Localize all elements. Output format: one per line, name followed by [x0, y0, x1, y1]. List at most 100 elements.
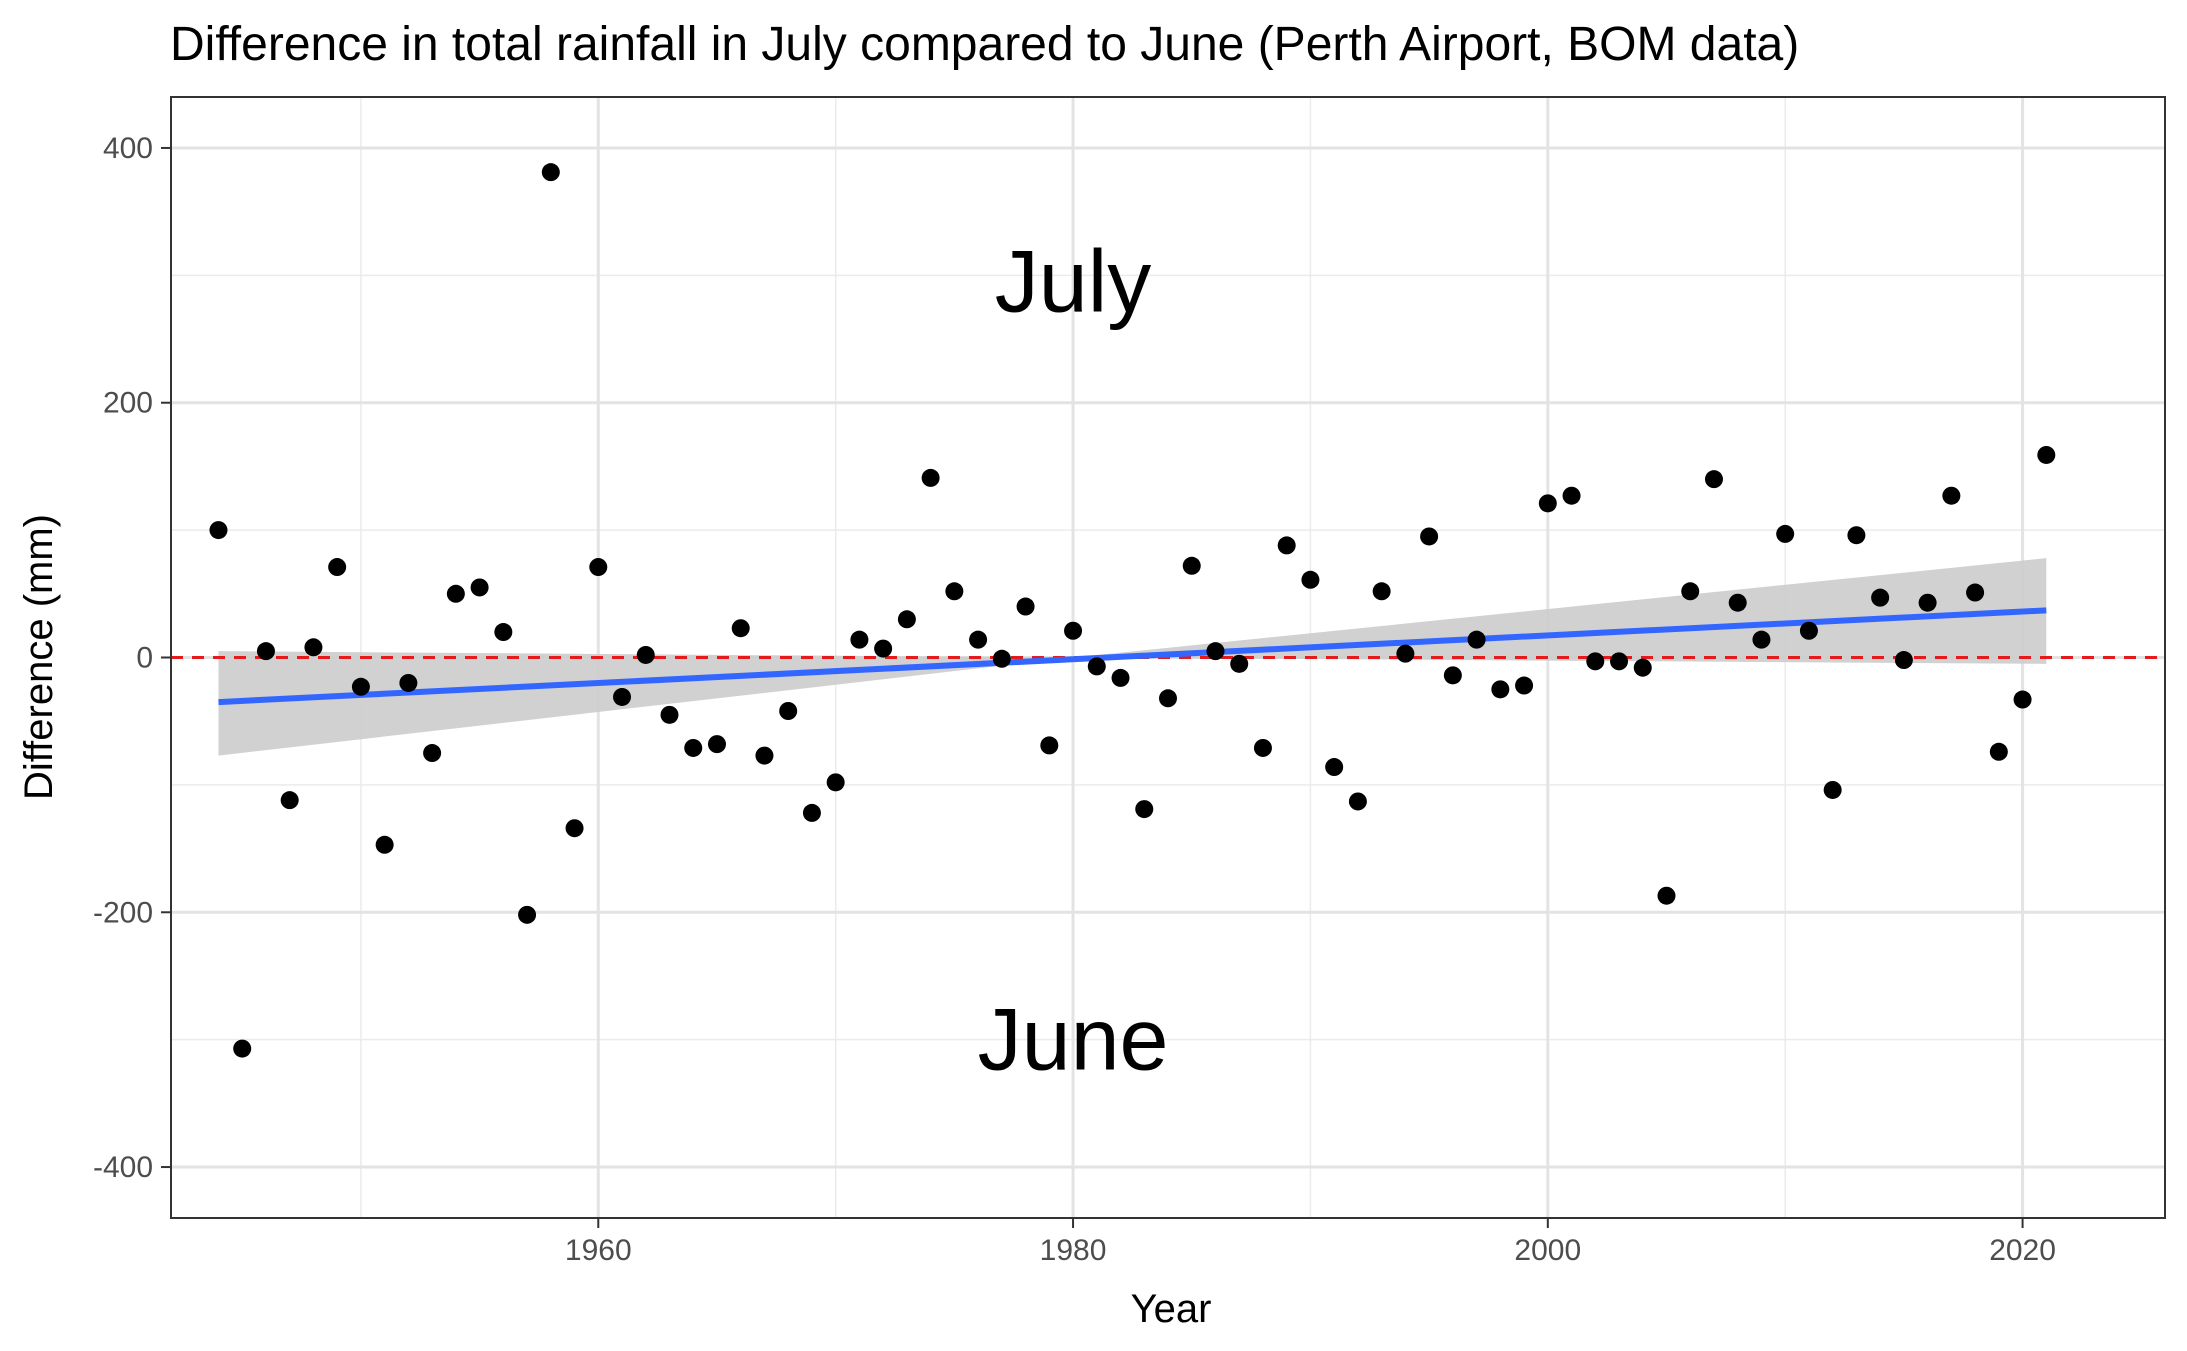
data-point [707, 735, 726, 754]
trend-line [218, 607, 2047, 706]
grid-minor [171, 97, 2165, 1218]
chart-title: Difference in total rainfall in July com… [170, 18, 1799, 71]
x-tick-label: 2020 [1989, 1234, 2056, 1267]
data-point [779, 702, 798, 721]
data-point [1040, 736, 1059, 755]
data-point [826, 773, 845, 792]
data-point [1776, 524, 1795, 543]
y-tick-label: 400 [103, 132, 153, 165]
annotation-june: June [978, 990, 1169, 1089]
x-tick-label: 1980 [1040, 1234, 1107, 1267]
data-point [1277, 536, 1296, 555]
data-point [1016, 597, 1035, 616]
data-point [1515, 676, 1534, 695]
data-point [1847, 526, 1866, 545]
data-point [1135, 800, 1154, 819]
x-axis-ticks: 1960 1980 2000 2020 [565, 1218, 2056, 1267]
y-tick-label: 0 [136, 642, 153, 675]
data-point [1989, 742, 2008, 761]
data-point [1253, 738, 1272, 757]
data-point [423, 744, 442, 763]
data-point [446, 584, 465, 603]
data-point [1586, 652, 1605, 671]
annotation-july: July [995, 232, 1152, 331]
data-point [897, 610, 916, 629]
data-point [304, 638, 323, 657]
data-point [1752, 630, 1771, 649]
data-point [1823, 780, 1842, 799]
data-point [1918, 593, 1937, 612]
data-point [613, 687, 632, 706]
data-point [518, 905, 537, 924]
data-point [1230, 654, 1249, 673]
data-point [1562, 486, 1581, 505]
data-point [1538, 494, 1557, 513]
data-point [731, 619, 750, 638]
data-point [1681, 582, 1700, 601]
data-point [399, 673, 418, 692]
data-point [1348, 792, 1367, 811]
y-axis-ticks: -400 -200 0 200 400 [93, 132, 171, 1184]
data-point [470, 578, 489, 597]
x-tick-label: 1960 [565, 1234, 632, 1267]
data-point [1871, 588, 1890, 607]
data-point [1064, 621, 1083, 640]
data-point [1087, 657, 1106, 676]
y-tick-label: -200 [93, 896, 153, 929]
data-point [541, 163, 560, 182]
data-point [1443, 666, 1462, 685]
data-point [755, 746, 774, 765]
data-point [1420, 527, 1439, 546]
trend-line-group [218, 607, 2047, 706]
data-point [209, 521, 228, 540]
data-point [1396, 644, 1415, 663]
data-point [351, 677, 370, 696]
data-point [1159, 689, 1177, 708]
data-point [1894, 651, 1913, 670]
data-point [565, 819, 584, 838]
data-point [1657, 886, 1676, 905]
data-point [2013, 690, 2032, 709]
data-point [969, 630, 988, 649]
data-point [684, 738, 703, 757]
y-axis-title: Difference (mm) [17, 514, 61, 800]
data-points [209, 163, 2056, 1058]
data-point [1610, 652, 1629, 671]
data-point [1966, 583, 1985, 602]
data-point [233, 1039, 252, 1058]
data-point [1372, 582, 1391, 601]
data-point [636, 645, 655, 664]
data-point [1325, 758, 1344, 777]
data-point [802, 803, 821, 822]
x-axis-title: Year [1131, 1287, 1212, 1331]
data-point [589, 558, 608, 577]
data-point [375, 835, 394, 854]
data-point [660, 705, 679, 724]
data-point [1467, 630, 1486, 649]
data-point [921, 468, 940, 487]
x-tick-label: 2000 [1514, 1234, 1581, 1267]
data-point [992, 649, 1011, 668]
data-point [1206, 642, 1225, 661]
data-point [1491, 680, 1510, 699]
data-point [1704, 470, 1723, 489]
data-point [1111, 668, 1130, 687]
y-tick-label: -400 [93, 1151, 153, 1184]
data-point [1728, 593, 1747, 612]
data-point [280, 791, 299, 810]
data-point [850, 630, 869, 649]
data-point [945, 582, 964, 601]
data-point [874, 639, 893, 658]
data-point [1799, 621, 1818, 640]
data-point [328, 558, 347, 577]
data-point [1633, 658, 1652, 677]
data-point [1301, 570, 1320, 589]
data-point [2037, 445, 2056, 464]
annotations: July June [978, 232, 1169, 1089]
data-point [1942, 486, 1961, 505]
data-point [494, 623, 513, 642]
y-tick-label: 200 [103, 387, 153, 420]
data-point [256, 642, 275, 661]
data-point [1182, 556, 1201, 575]
